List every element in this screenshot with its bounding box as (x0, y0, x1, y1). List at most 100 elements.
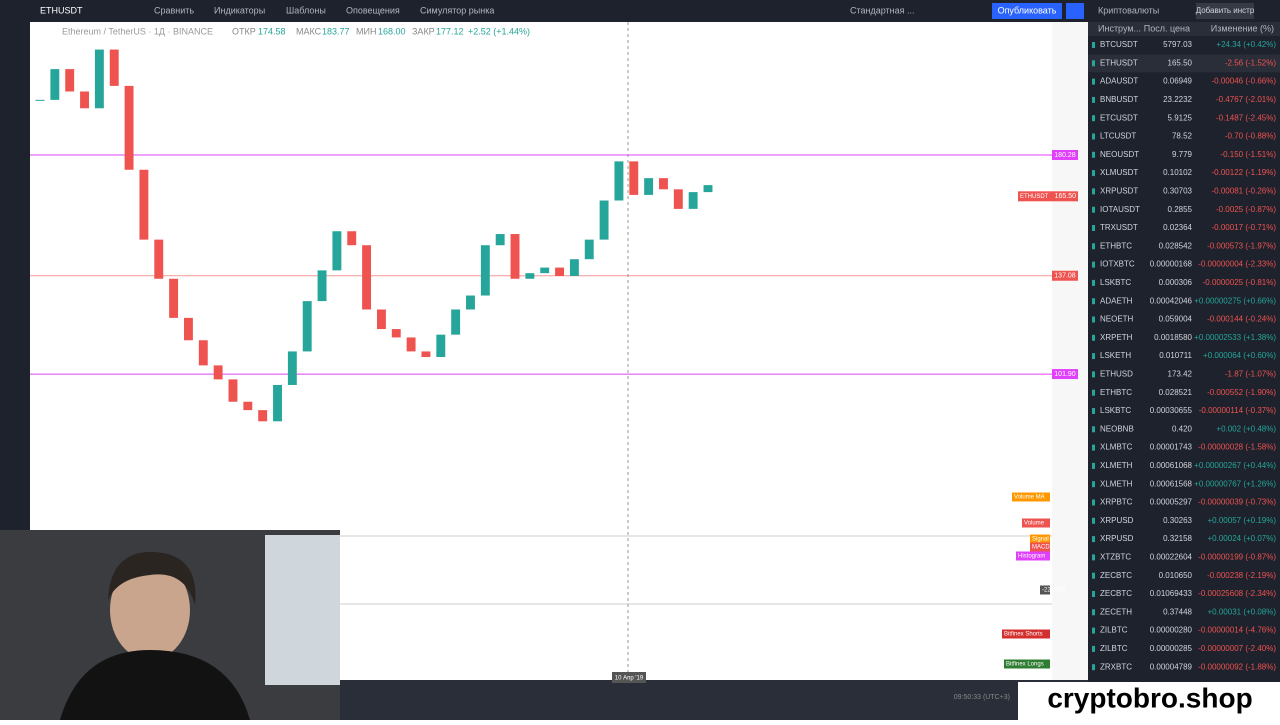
ma-label: 137.08 (1054, 273, 1076, 280)
row-flag (1092, 115, 1095, 122)
row-symbol[interactable]: NEOBNB (1100, 424, 1134, 433)
row-price: 0.00061068 (1150, 461, 1193, 470)
row-symbol[interactable]: XLMUSDT (1100, 168, 1138, 177)
row-price: 78.52 (1172, 132, 1193, 141)
clock: 09:50:33 (UTC+3) (954, 694, 1010, 701)
alerts[interactable]: Оповещения (346, 5, 400, 15)
row-symbol[interactable]: IOTAUSDT (1100, 205, 1140, 214)
column-header: Инструм... (1098, 23, 1141, 33)
candle (466, 295, 475, 310)
row-symbol[interactable]: ZILBTC (1100, 644, 1128, 653)
publish[interactable]: Опубликовать (998, 5, 1057, 15)
row-symbol[interactable]: LSKBTC (1100, 406, 1131, 415)
candle (109, 49, 119, 86)
bottom-bar (340, 680, 1088, 720)
candle (644, 178, 654, 195)
row-symbol[interactable]: IOTXBTC (1100, 260, 1135, 269)
row-symbol[interactable]: XRPUSD (1100, 516, 1134, 525)
row-symbol[interactable]: ETHBTC (1100, 241, 1132, 250)
row-symbol[interactable]: ETHBTC (1100, 388, 1132, 397)
play-button[interactable] (1066, 3, 1084, 19)
row-symbol[interactable]: ZRXBTC (1100, 662, 1132, 671)
row-symbol[interactable]: LTCUSDT (1100, 132, 1136, 141)
layout[interactable]: Стандартная ... (850, 5, 915, 15)
indicator-label: Volume MA (1014, 495, 1045, 501)
row-flag (1092, 298, 1095, 305)
row-flag (1092, 206, 1095, 213)
candle (317, 270, 327, 302)
row-symbol[interactable]: XRPBTC (1100, 498, 1133, 507)
row-change: +0.00024 (+0.07%) (1208, 534, 1277, 543)
row-symbol[interactable]: ETCUSDT (1100, 113, 1138, 122)
row-symbol[interactable]: ADAETH (1100, 296, 1133, 305)
templates[interactable]: Шаблоны (286, 5, 326, 15)
date-tag (612, 672, 646, 683)
row-price: 0.010711 (1159, 351, 1192, 360)
row-symbol[interactable]: ETHUSDT (1100, 58, 1138, 67)
row-symbol[interactable]: XRPETH (1100, 333, 1133, 342)
watermark: cryptobro.shop (1047, 682, 1252, 713)
candle (599, 200, 609, 240)
row-symbol[interactable]: XTZBTC (1100, 553, 1131, 562)
row-symbol[interactable]: XLMETH (1100, 461, 1133, 470)
publish-button[interactable] (992, 3, 1062, 19)
row-price: 0.00001743 (1150, 443, 1193, 452)
candle (258, 410, 268, 422)
row-change: +0.00000767 (+1.26%) (1194, 479, 1276, 488)
row-symbol[interactable]: ZECBTC (1100, 571, 1132, 580)
row-symbol[interactable]: NEOUSDT (1100, 150, 1139, 159)
ma-tag (1052, 270, 1078, 281)
face (110, 560, 190, 660)
row-price: 9.779 (1172, 150, 1193, 159)
row-price: 0.00005297 (1150, 498, 1193, 507)
row-symbol[interactable]: LSKETH (1100, 351, 1131, 360)
row-symbol[interactable]: XLMBTC (1100, 443, 1133, 452)
row-symbol[interactable]: XLMETH (1100, 479, 1133, 488)
row-symbol[interactable]: LSKBTC (1100, 278, 1131, 287)
row-symbol[interactable]: BNBUSDT (1100, 95, 1138, 104)
symbol[interactable]: ETHUSDT (40, 5, 83, 15)
candle (525, 273, 535, 279)
level-label: 180.28 (1054, 152, 1076, 159)
row-highlight (1088, 54, 1280, 73)
compare[interactable]: Сравнить (154, 5, 194, 15)
watchlist-title: Криптовалюты (1098, 5, 1159, 15)
row-change: -0.4767 (-2.01%) (1216, 95, 1276, 104)
row-symbol[interactable]: NEOETH (1100, 315, 1134, 324)
row-flag (1092, 353, 1095, 360)
row-symbol[interactable]: TRXUSDT (1100, 223, 1138, 232)
row-price: 0.000306 (1159, 278, 1193, 287)
candle (480, 245, 490, 296)
row-change: +0.002 (+0.48%) (1216, 424, 1276, 433)
row-symbol[interactable]: XRPUSD (1100, 534, 1134, 543)
row-change: -0.70 (-0.88%) (1225, 132, 1276, 141)
row-change: +0.00057 (+0.19%) (1208, 516, 1277, 525)
candle (198, 340, 208, 366)
row-symbol[interactable]: ZECBTC (1100, 589, 1132, 598)
row-price: 0.02364 (1163, 223, 1192, 232)
row-flag (1092, 133, 1095, 140)
indicators[interactable]: Индикаторы (214, 5, 265, 15)
row-symbol[interactable]: XRPUSDT (1100, 187, 1138, 196)
row-flag (1092, 334, 1095, 341)
row-symbol[interactable]: ADAUSDT (1100, 77, 1138, 86)
row-symbol[interactable]: BTCUSDT (1100, 40, 1138, 49)
row-symbol[interactable]: ZILBTC (1100, 626, 1128, 635)
row-price: 0.06949 (1163, 77, 1192, 86)
simulator[interactable]: Симулятор рынка (420, 5, 494, 15)
top-bar (0, 0, 1280, 22)
add-symbol[interactable]: Добавить инстр (1196, 6, 1255, 15)
add-button[interactable] (1196, 3, 1254, 19)
row-symbol[interactable]: ETHUSD (1100, 370, 1133, 379)
row-change: -0.00081 (-0.26%) (1212, 187, 1277, 196)
indicator-tag (1004, 659, 1050, 669)
row-symbol[interactable]: ZECETH (1100, 607, 1132, 616)
row-change: +0.00000275 (+0.66%) (1194, 296, 1276, 305)
row-change: -0.00000007 (-2.40%) (1198, 644, 1276, 653)
row-change: +0.000064 (+0.60%) (1203, 351, 1276, 360)
legend-change: +2.52 (+1.44%) (468, 26, 530, 36)
candle (451, 309, 461, 335)
row-price: 0.00042046 (1150, 296, 1193, 305)
row-change: -1.87 (-1.07%) (1225, 370, 1276, 379)
candle (154, 239, 164, 279)
